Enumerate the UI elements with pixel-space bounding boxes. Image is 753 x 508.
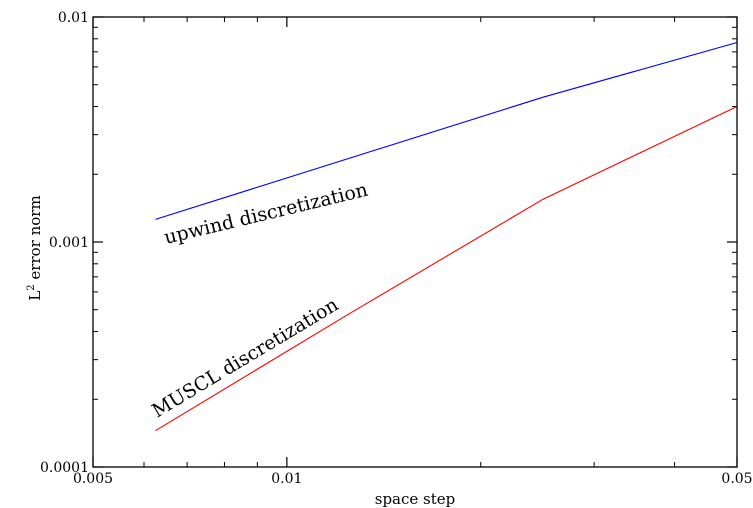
x-tick-label: 0.01 xyxy=(271,471,302,487)
y-axis-label-rest: error norm xyxy=(26,195,44,284)
tick-labels: 0.005 0.01 0.05 0.0001 0.001 0.01 xyxy=(40,10,753,487)
upwind-annotation: upwind discretization xyxy=(162,179,370,249)
plot-frame xyxy=(92,16,738,468)
y-tick-label: 0.001 xyxy=(49,235,89,251)
y-axis-label-sup: 2 xyxy=(26,284,37,290)
y-axis-label-main: L xyxy=(26,291,44,301)
minor-ticks xyxy=(93,17,737,467)
series-layer xyxy=(155,41,738,432)
y-axis-label: L2 error norm xyxy=(26,195,44,300)
muscl-series-line xyxy=(155,106,738,432)
y-tick-label: 0.01 xyxy=(58,10,89,26)
x-tick-label: 0.05 xyxy=(721,471,752,487)
upwind-series-line xyxy=(155,41,738,220)
x-axis-label: space step xyxy=(375,490,456,508)
x-tick-label: 0.005 xyxy=(73,471,113,487)
y-tick-label: 0.0001 xyxy=(40,460,89,476)
muscl-annotation: MUSCL discretization xyxy=(148,294,342,423)
